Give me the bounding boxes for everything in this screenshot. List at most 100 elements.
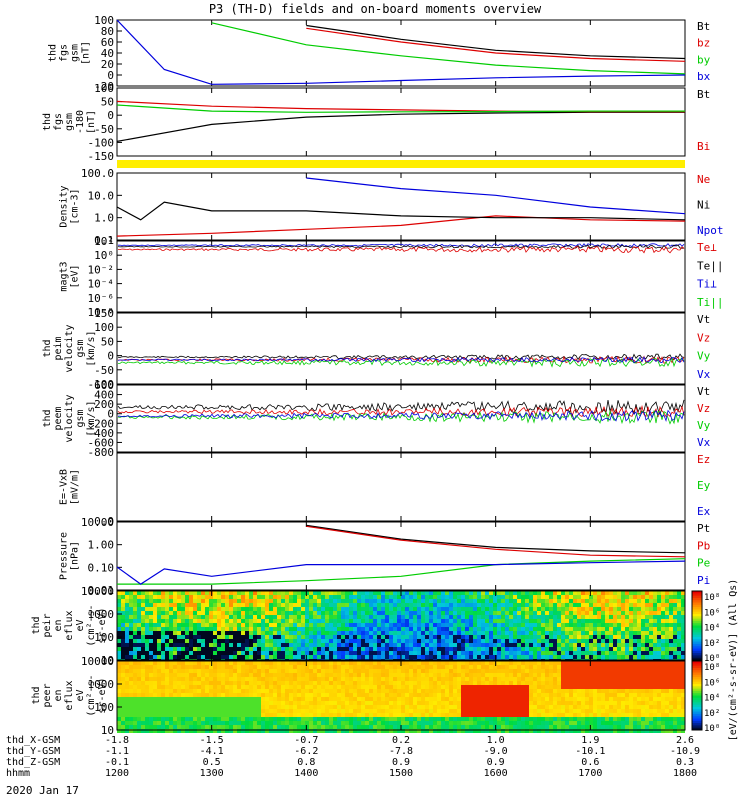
spectrogram-cell [489,615,493,619]
spectrogram-cell [241,627,245,631]
spectrogram-cell [173,705,177,709]
spectrogram-cell [309,685,313,689]
spectrogram-cell [405,591,409,595]
spectrogram-cell [217,623,221,627]
spectrogram-cell [237,635,241,639]
spectrogram-cell [545,603,549,607]
spectrogram-cell [221,697,225,701]
spectrogram-cell [477,709,481,713]
spectrogram-cell [341,713,345,717]
spectrogram-cell [309,665,313,669]
spectrogram-cell [433,677,437,681]
spectrogram-cell [121,603,125,607]
spectrogram-cell [305,611,309,615]
spectrogram-cell [597,697,601,701]
spectrogram-cell [373,701,377,705]
y-tick-label: -600 [88,436,115,449]
spectrogram-cell [597,705,601,709]
spectrogram-cell [137,615,141,619]
spectrogram-cell [625,661,629,665]
spectrogram-cell [449,607,453,611]
spectrogram-cell [189,713,193,717]
spectrogram-cell [577,677,581,681]
spectrogram-cell [225,599,229,603]
spectrogram-cell [185,611,189,615]
spectrogram-cell [245,623,249,627]
spectrogram-cell [389,665,393,669]
spectrogram-cell [565,651,569,655]
spectrogram-cell [545,631,549,635]
spectrogram-cell [225,717,229,721]
spectrogram-cell [389,639,393,643]
spectrogram-cell [517,627,521,631]
spectrogram-cell [485,669,489,673]
spectrogram-cell [477,713,481,717]
spectrogram-cell [297,635,301,639]
spectrogram-cell [653,677,657,681]
spectrogram-cell [593,647,597,651]
spectrogram-cell [605,643,609,647]
spectrogram-cell [145,623,149,627]
spectrogram-cell [185,591,189,595]
spectrogram-cell [305,665,309,669]
spectrogram-cell [549,619,553,623]
spectrogram-cell [209,685,213,689]
spectrogram-cell [201,627,205,631]
spectrogram-cell [297,611,301,615]
spectrogram-cell [173,701,177,705]
spectrogram-cell [449,643,453,647]
spectrogram-cell [397,595,401,599]
spectrogram-cell [373,623,377,627]
spectrogram-cell [401,631,405,635]
spectrogram-cell [225,665,229,669]
spectrogram-cell [633,655,637,659]
spectrogram-cell [581,591,585,595]
spectrogram-cell [273,595,277,599]
spectrogram-cell [493,673,497,677]
spectrogram-cell [213,717,217,721]
spectrogram-cell [369,705,373,709]
spectrogram-cell [473,619,477,623]
spectrogram-cell [677,627,681,631]
spectrogram-cell [393,673,397,677]
spectrogram-cell [129,603,133,607]
spectrogram-cell [369,643,373,647]
spectrogram-cell [201,591,205,595]
spectrogram-cell [569,685,573,689]
spectrogram-cell [529,677,533,681]
y-tick-label: 0 [107,109,114,122]
spectrogram-cell [173,665,177,669]
y-tick-label: 200 [94,398,114,411]
spectrogram-cell [673,591,677,595]
spectrogram-cell [477,705,481,709]
spectrogram-cell [205,697,209,701]
spectrogram-cell [153,635,157,639]
spectrogram-cell [409,697,413,701]
spectrogram-cell [449,713,453,717]
spectrogram-cell [389,611,393,615]
spectrogram-cell [233,599,237,603]
spectrogram-cell [481,713,485,717]
spectrogram-cell [405,631,409,635]
spectrogram-cell [321,647,325,651]
spectrogram-cell [541,631,545,635]
y-tick-label: -20 [94,80,114,93]
spectrogram-cell [549,611,553,615]
spectrogram-cell [613,611,617,615]
spectrogram-cell [325,697,329,701]
spectrogram-cell [193,713,197,717]
spectrogram-cell [401,697,405,701]
spectrogram-cell [321,595,325,599]
spectrogram-cell [509,603,513,607]
spectrogram-cell [457,635,461,639]
spectrogram-cell [449,603,453,607]
spectrogram-cell [141,681,145,685]
spectrogram-cell [241,643,245,647]
spectrogram-cell [537,705,541,709]
spectrogram-cell [549,599,553,603]
spectrogram-cell [269,661,273,665]
spectrogram-cell [525,603,529,607]
spectrogram-cell [565,697,569,701]
spectrogram-cell [429,631,433,635]
spectrogram-cell [337,643,341,647]
